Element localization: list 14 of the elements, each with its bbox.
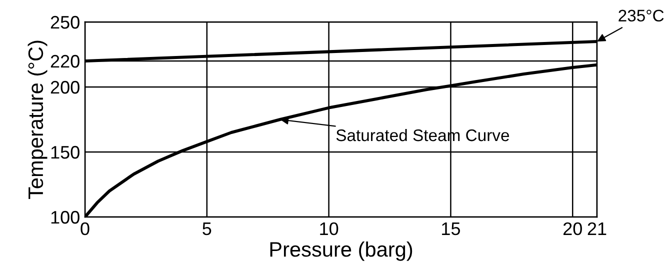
x-tick-label: 21 [588,222,606,235]
x-tick-label: 5 [202,222,212,236]
x-tick-label: 15 [442,222,460,236]
y-axis-title: Temperature (°C) [28,40,48,200]
y-tick-label: 220 [50,54,80,68]
annotation: 235°C [618,10,664,22]
x-axis-title: Pressure (barg) [270,241,412,261]
y-tick-label: 100 [51,210,80,224]
y-tick-label: 250 [50,16,80,29]
y-tick-label: 200 [50,80,80,94]
x-tick-label: 20 [563,222,582,236]
x-tick-label: 0 [80,222,90,236]
y-tick-label: 150 [51,146,80,159]
x-tick-label: 10 [320,222,338,236]
